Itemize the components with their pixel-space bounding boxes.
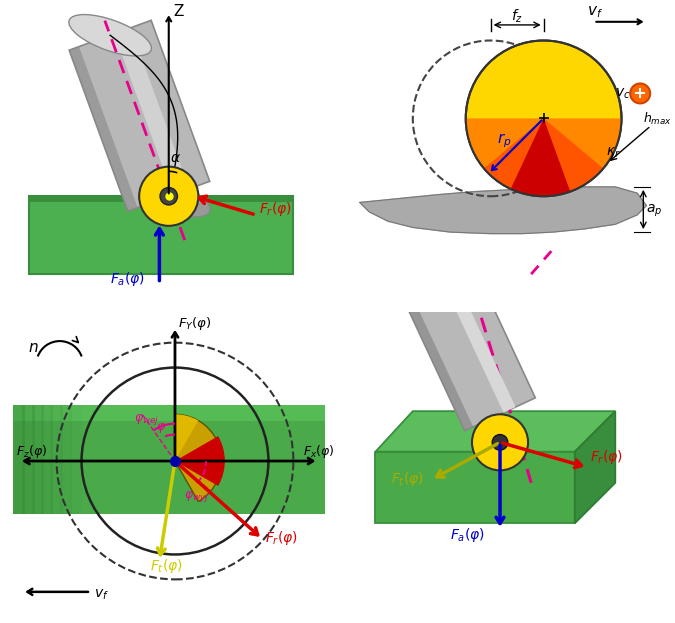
Text: n: n — [28, 340, 38, 355]
Circle shape — [492, 435, 508, 450]
FancyBboxPatch shape — [22, 405, 35, 514]
Text: $F_Y(\varphi)$: $F_Y(\varphi)$ — [178, 315, 212, 332]
Polygon shape — [375, 411, 616, 452]
Text: $F_a(\varphi)$: $F_a(\varphi)$ — [109, 270, 144, 288]
Text: $v_c$: $v_c$ — [616, 86, 630, 101]
Circle shape — [160, 188, 178, 205]
Polygon shape — [399, 285, 473, 430]
Polygon shape — [399, 257, 535, 430]
FancyBboxPatch shape — [59, 405, 72, 514]
Ellipse shape — [398, 252, 470, 293]
FancyBboxPatch shape — [41, 405, 53, 514]
Circle shape — [139, 167, 198, 226]
Wedge shape — [175, 414, 198, 461]
Ellipse shape — [128, 176, 210, 217]
Polygon shape — [69, 47, 138, 211]
Text: $f_z$: $f_z$ — [511, 7, 523, 25]
FancyBboxPatch shape — [13, 405, 325, 421]
FancyBboxPatch shape — [13, 405, 325, 514]
Text: $a_p$: $a_p$ — [647, 202, 663, 219]
Circle shape — [630, 83, 650, 103]
Wedge shape — [511, 118, 570, 196]
Text: $F_r(\varphi)$: $F_r(\varphi)$ — [591, 448, 624, 466]
Text: Z: Z — [173, 4, 184, 19]
Polygon shape — [360, 187, 647, 234]
FancyBboxPatch shape — [32, 405, 44, 514]
Text: $\varphi$: $\varphi$ — [157, 421, 166, 435]
Text: $\varphi_{wej}$: $\varphi_{wej}$ — [134, 412, 160, 427]
Text: $v_f$: $v_f$ — [587, 4, 603, 21]
Text: $\kappa_r$: $\kappa_r$ — [606, 146, 620, 160]
Text: $F_t(\varphi)$: $F_t(\varphi)$ — [150, 557, 183, 575]
Text: $F_r(\varphi)$: $F_r(\varphi)$ — [265, 529, 298, 547]
Text: $F_x(\varphi)$: $F_x(\varphi)$ — [302, 443, 334, 460]
Polygon shape — [69, 21, 210, 211]
Wedge shape — [484, 118, 603, 196]
FancyBboxPatch shape — [28, 196, 294, 274]
Wedge shape — [175, 414, 221, 502]
FancyBboxPatch shape — [13, 405, 26, 514]
Wedge shape — [466, 118, 622, 196]
Text: $F_r(\varphi)$: $F_r(\varphi)$ — [259, 201, 292, 219]
Wedge shape — [175, 436, 225, 486]
Ellipse shape — [69, 14, 151, 56]
Text: $\alpha$: $\alpha$ — [170, 151, 182, 165]
Text: $F_z(\varphi)$: $F_z(\varphi)$ — [16, 443, 47, 460]
FancyBboxPatch shape — [51, 405, 63, 514]
Polygon shape — [575, 411, 616, 523]
Text: $v_f$: $v_f$ — [94, 588, 109, 602]
Polygon shape — [375, 452, 575, 523]
Text: $\varphi_{wyj}$: $\varphi_{wyj}$ — [184, 490, 209, 505]
Polygon shape — [114, 28, 189, 195]
Polygon shape — [437, 266, 516, 412]
Text: $F_a(\varphi)$: $F_a(\varphi)$ — [450, 526, 485, 544]
Circle shape — [472, 414, 528, 470]
Text: $F_t(\varphi)$: $F_t(\varphi)$ — [391, 470, 424, 488]
Circle shape — [466, 40, 622, 196]
FancyBboxPatch shape — [28, 196, 294, 202]
Text: $h_{max}$: $h_{max}$ — [643, 110, 672, 126]
Text: $r_p$: $r_p$ — [497, 131, 512, 150]
